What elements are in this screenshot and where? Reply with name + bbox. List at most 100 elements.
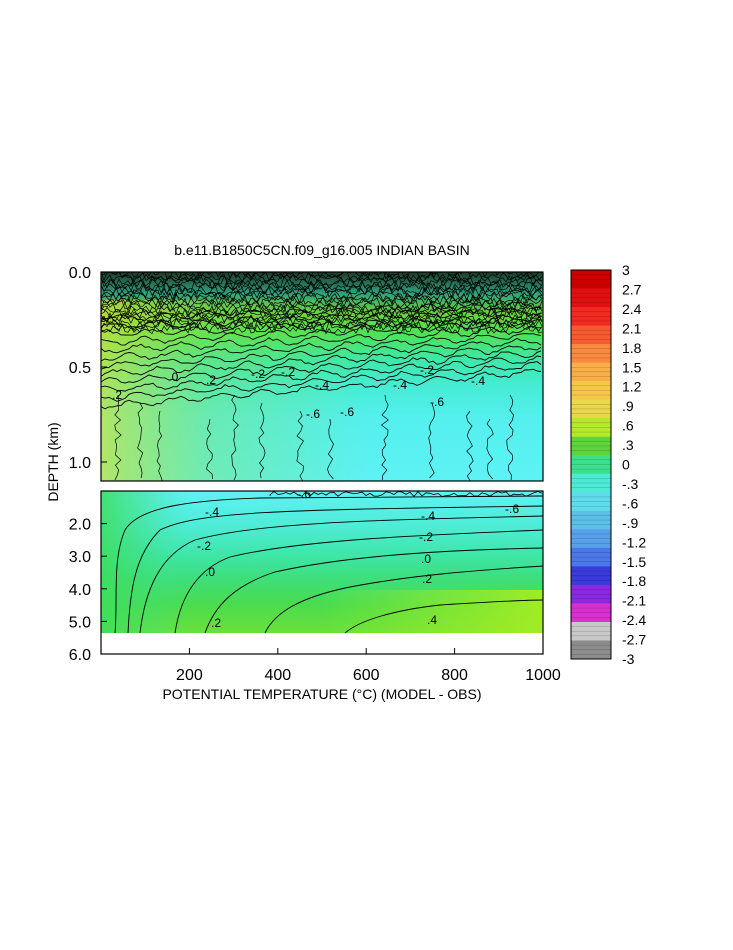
colorbar-swatch [571, 325, 611, 345]
lower-contour-line [204, 547, 543, 634]
colorbar-label: 2.1 [622, 320, 642, 336]
upper-contour-line [101, 312, 543, 324]
lower-contour-label: -.6 [297, 487, 311, 501]
upper-panel: .2 0 .2 -.2 -.4 -.2 -.4 -.2 -.4 -.6 -.6 -.6 [101, 272, 543, 481]
colorbar-label: 1.2 [622, 379, 642, 395]
colorbar-label: -1.8 [622, 573, 646, 589]
x-axis-label: POTENTIAL TEMPERATURE (°C) (MODEL - OBS) [162, 686, 481, 702]
y-tick-label: 5.0 [69, 614, 91, 631]
upper-contour-line [101, 276, 543, 288]
colorbar-swatch [571, 510, 611, 530]
colorbar-label: 3 [622, 262, 630, 278]
colorbar-swatch [571, 381, 611, 401]
upper-contour-line [506, 394, 514, 481]
lower-contour-line [114, 495, 543, 634]
upper-contour-label: -.6 [430, 395, 444, 409]
upper-contour-line [101, 319, 542, 346]
colorbar-swatch [571, 621, 611, 641]
colorbar [570, 269, 612, 660]
colorbar-label: -1.2 [622, 534, 646, 550]
colorbar-label: 0 [622, 457, 630, 473]
upper-panel-warm-edge [101, 300, 543, 481]
upper-contour-line [101, 361, 542, 402]
colorbar-frame [570, 269, 612, 660]
x-tick-label: 200 [176, 667, 203, 684]
y-tick-label: 1.0 [69, 455, 91, 472]
upper-contour-line [101, 333, 542, 362]
lower-panel: -.6 -.6 -.4 -.4 -.2 -.2 .0 .0 .2 .2 .4 [101, 487, 543, 654]
upper-contour-label: -.4 [315, 378, 329, 392]
colorbar-label: .9 [622, 398, 634, 414]
colorbar-swatch [571, 455, 611, 475]
y-tick-label: 3.0 [69, 549, 91, 566]
chart-title: b.e11.B1850C5CN.f09_g16.005 INDIAN BASIN [174, 242, 469, 258]
upper-contour-label: -.6 [340, 405, 354, 419]
lower-contour-line [174, 529, 543, 634]
colorbar-label: -.9 [622, 515, 639, 531]
y-tick-label: 2.0 [69, 517, 91, 534]
lower-contour-label: .0 [205, 565, 215, 579]
colorbar-swatch [571, 529, 611, 549]
colorbar-swatch [571, 492, 611, 512]
colorbar-label: 1.5 [622, 359, 642, 375]
upper-contour-label: -.2 [251, 367, 265, 381]
upper-contour-line [231, 394, 239, 481]
colorbar-label: -2.7 [622, 632, 646, 648]
upper-contour-label: -.2 [420, 363, 434, 377]
upper-contour-line [101, 273, 543, 285]
upper-contour-line [101, 325, 542, 354]
x-tick-label: 1000 [525, 667, 561, 684]
lower-panel-right-edge [101, 590, 543, 633]
colorbar-label: -2.4 [622, 612, 646, 628]
upper-contour-line [114, 394, 122, 481]
upper-contour-line [101, 289, 543, 301]
upper-contour-line [101, 345, 542, 377]
x-tick-label: 800 [441, 667, 468, 684]
lower-contour-label: .2 [422, 572, 432, 586]
lower-panel-bottom-mask [101, 633, 543, 654]
colorbar-swatch [571, 473, 611, 493]
upper-contour-line [101, 281, 543, 293]
upper-contour-label: .2 [206, 373, 216, 387]
lower-contour-line [344, 599, 543, 634]
upper-contour-line [327, 418, 334, 480]
lower-contour-label: -.2 [197, 539, 211, 553]
upper-contour-line [101, 355, 542, 392]
x-axis-tick-labels: 200 400 600 800 1000 [176, 667, 561, 684]
upper-contour-line [101, 317, 543, 329]
upper-contour-line [101, 296, 543, 309]
upper-contour-line [466, 410, 474, 481]
y-tick-label: 4.0 [69, 582, 91, 599]
colorbar-swatch [571, 584, 611, 604]
colorbar-label: -2.1 [622, 593, 646, 609]
x-axis-ticks [188, 648, 544, 654]
upper-contour-label: -.4 [471, 374, 485, 388]
lower-contour-label: -.4 [205, 505, 219, 519]
upper-contour-label: -.2 [281, 365, 295, 379]
upper-contours [101, 272, 543, 481]
upper-contour-line [101, 315, 543, 327]
lower-contour-line [269, 491, 543, 498]
upper-contour-line [206, 418, 213, 480]
y-tick-label: 0.5 [69, 360, 91, 377]
upper-contour-line [156, 410, 163, 481]
colorbar-swatch [571, 307, 611, 327]
upper-contour-labels: .2 0 .2 -.2 -.4 -.2 -.4 -.2 -.4 -.6 -.6 -.6 [112, 363, 485, 421]
colorbar-label: -.6 [622, 495, 639, 511]
upper-contour-line [101, 308, 542, 329]
y-tick-label: 6.0 [69, 647, 91, 664]
upper-contour-line [380, 394, 389, 481]
colorbar-label: .6 [622, 418, 634, 434]
colorbar-swatch [571, 270, 611, 290]
upper-contour-label: -.6 [306, 407, 320, 421]
upper-contour-line [101, 293, 543, 306]
lower-contour-label: .2 [211, 616, 221, 630]
lower-contour-label: .4 [427, 613, 437, 627]
colorbar-label: -1.5 [622, 554, 646, 570]
upper-contour-label: 0 [172, 370, 179, 384]
upper-contour-line [101, 350, 542, 384]
lower-contour-label: -.4 [421, 509, 435, 523]
upper-contour-line [137, 402, 144, 479]
colorbar-swatch [571, 344, 611, 364]
upper-contour-line [101, 291, 543, 304]
